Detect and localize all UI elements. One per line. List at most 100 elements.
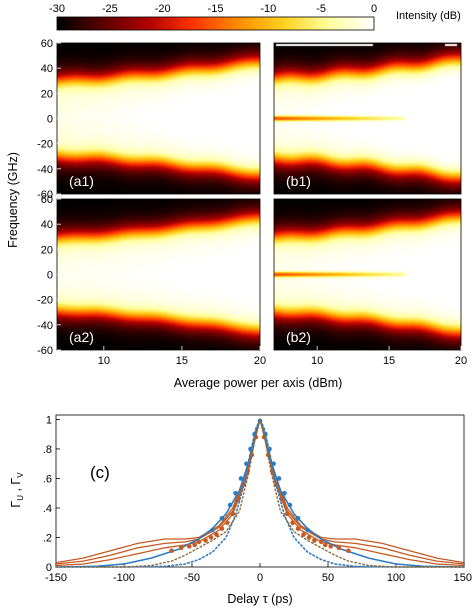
line-chart-marker	[214, 532, 219, 537]
line-chart-marker	[178, 545, 184, 551]
ylabel-gamma-v: Γ	[9, 478, 23, 485]
line-chart-marker	[225, 520, 230, 526]
heatmap-y-tick-label: -40	[37, 320, 53, 332]
line-chart-y-tick-label: 0	[46, 562, 52, 574]
line-chart-marker	[318, 539, 324, 545]
heatmap-y-tick-label: 20	[41, 88, 53, 100]
heatmap-x-axis-label: Average power per axis (dBm)	[174, 376, 343, 390]
heatmap-panels: (a1) (b1) (a2) (b2)	[56, 42, 462, 351]
line-chart-panel-label: (c)	[90, 463, 110, 482]
heatmap-y-tick-label: 40	[41, 219, 53, 231]
colorbar-label: Intensity (dB)	[396, 10, 461, 22]
colorbar: -30 -25 -20 -15 -10 -5 0 Intensity (dB)	[49, 3, 461, 31]
line-chart-marker	[219, 516, 225, 521]
heatmap-x-tick-label: 15	[383, 355, 395, 367]
line-chart-marker	[305, 527, 310, 533]
line-chart-series-line	[55, 418, 465, 568]
line-chart-marker	[322, 542, 328, 548]
heatmap-panel-label: (a1)	[69, 173, 94, 189]
line-chart-x-tick-label: -150	[45, 572, 67, 584]
line-chart-marker	[312, 538, 317, 543]
line-chart-marker	[186, 544, 192, 549]
heatmap-x-tick-label: 15	[176, 355, 188, 367]
line-chart-marker	[238, 476, 244, 481]
line-chart-marker	[208, 535, 214, 540]
line-chart-marker	[235, 496, 241, 502]
heatmap-panel-label: (b2)	[286, 329, 311, 345]
line-chart-y-tick-label: .4	[43, 503, 52, 515]
line-chart-series-line	[55, 418, 465, 568]
line-chart-marker	[328, 544, 334, 549]
heatmap-y-axis-label: Frequency (GHz)	[6, 152, 20, 248]
heatmap-panel-label: (a2)	[69, 329, 94, 345]
line-chart-marker	[230, 511, 236, 517]
heatmap-y-tick-label: 20	[41, 244, 53, 256]
colorbar-gradient	[56, 16, 375, 31]
line-chart-marker	[227, 502, 233, 508]
line-chart-marker	[192, 542, 198, 548]
heatmap-canvas	[274, 43, 461, 194]
heatmap-x-tick-label: 10	[311, 355, 323, 367]
colorbar-tick-label: -10	[260, 3, 276, 15]
line-chart-y-tick-label: .2	[43, 532, 52, 544]
line-chart-marker	[210, 527, 215, 533]
colorbar-tick-label: -15	[208, 3, 224, 15]
line-chart: 0 .2 .4 .6 .8 1 -150 -100 -50 0 50 100 150 (c) ΓU , …	[9, 414, 472, 606]
line-chart-marker	[284, 511, 290, 517]
line-chart-marker	[295, 526, 301, 531]
heatmap-x-tick-label: 20	[254, 355, 266, 367]
line-chart-marker	[276, 476, 282, 481]
ylabel-sub-u: U	[16, 495, 25, 501]
heatmap-canvas	[274, 199, 461, 350]
heatmap-canvas	[57, 43, 260, 194]
heatmap-y-tick-label: -60	[37, 189, 53, 201]
line-chart-y-tick-label: .8	[43, 444, 52, 456]
heatmap-y-tick-label: 0	[47, 270, 53, 282]
line-chart-x-tick-label: 0	[257, 572, 263, 584]
heatmap-y-tick-label: -20	[37, 139, 53, 151]
heatmap-panel: (b1)	[273, 42, 462, 195]
line-chart-x-axis-label: Delay τ (ps)	[227, 592, 292, 606]
line-chart-marker	[346, 548, 351, 554]
heatmap-x-tick-label: 20	[455, 355, 467, 367]
line-chart-marker	[169, 548, 174, 554]
heatmap-y-tick-label: -20	[37, 295, 53, 307]
line-chart-marker	[203, 538, 208, 543]
heatmap-panel: (b2)	[273, 198, 462, 351]
colorbar-tick-label: 0	[371, 3, 377, 15]
colorbar-tick-label: -5	[316, 3, 326, 15]
line-chart-y-tick-label: .6	[43, 473, 52, 485]
line-chart-ticks: 0 .2 .4 .6 .8 1 -150 -100 -50 0 50 100 150	[43, 414, 472, 584]
heatmap-y-tick-label: 60	[41, 38, 53, 50]
line-chart-y-axis-label: ΓU , ΓV	[9, 472, 25, 508]
line-chart-marker	[287, 502, 293, 508]
line-chart-frame	[55, 414, 465, 568]
heatmap-frame	[273, 42, 462, 195]
heatmap-panel-label: (b1)	[286, 173, 311, 189]
heatmap-y-tick-label: 40	[41, 63, 53, 75]
heatmap-panel: (a1)	[56, 42, 261, 195]
colorbar-tick-label: -30	[49, 3, 65, 15]
heatmap-y-tick-label: 60	[41, 194, 53, 206]
line-chart-y-tick-label: 1	[46, 414, 52, 426]
heatmap-canvas	[57, 199, 260, 350]
line-chart-marker	[282, 490, 287, 496]
line-chart-marker	[295, 516, 301, 521]
heatmap-frame	[273, 198, 462, 351]
line-chart-x-tick-label: -100	[113, 572, 135, 584]
line-chart-marker	[290, 520, 295, 526]
heatmap-y-tick-label: -40	[37, 164, 53, 176]
ylabel-sub-v: V	[16, 472, 25, 478]
line-chart-marker	[196, 539, 202, 545]
heatmap-panel: (a2)	[56, 198, 261, 351]
heatmap-y-tick-label: 0	[47, 114, 53, 126]
line-chart-x-tick-label: 50	[322, 572, 334, 584]
heatmap-x-tick-label: 10	[98, 355, 110, 367]
line-chart-x-tick-label: 150	[454, 572, 472, 584]
heatmap-y-tick-label: -60	[37, 345, 53, 357]
line-chart-marker	[233, 490, 238, 496]
line-chart-x-tick-label: 100	[387, 572, 405, 584]
line-chart-marker	[336, 545, 342, 551]
line-chart-marker	[306, 535, 312, 540]
